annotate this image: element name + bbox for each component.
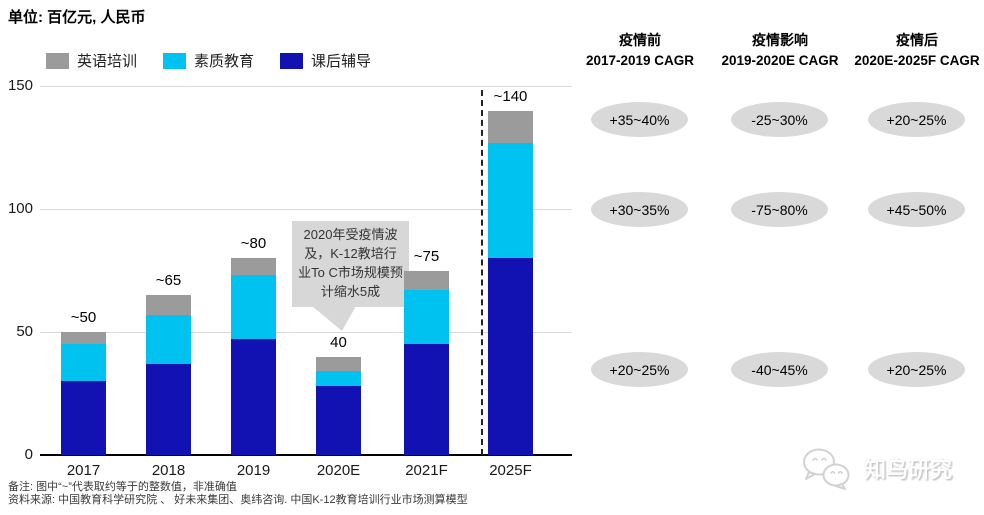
bar-2020E [316, 356, 361, 455]
bar-2017 [61, 332, 106, 455]
x-tick-label-2025F: 2025F [489, 462, 532, 479]
x-tick-label-2019: 2019 [236, 462, 271, 479]
x-tick-label-2021F: 2021F [405, 462, 448, 479]
forecast-separator-line [481, 90, 483, 455]
bar-segment-2025F-课后辅导 [488, 258, 533, 455]
cagr-value-r1-c1: -75~80% [731, 192, 828, 227]
page-title: 单位: 百亿元, 人民币 [8, 9, 146, 26]
cagr-column-subtitle: 2017-2019 CAGR [585, 53, 695, 68]
bar-segment-2021F-课后辅导 [404, 344, 449, 455]
legend-label: 素质教育 [194, 53, 255, 70]
x-tick-label-2018: 2018 [151, 462, 186, 479]
bar-2018 [146, 295, 191, 455]
bar-total-label-2019: ~80 [240, 235, 267, 253]
bar-segment-2019-素质教育 [231, 275, 276, 340]
bar-total-label-2025F: ~140 [493, 87, 528, 105]
x-axis-line [40, 454, 572, 456]
legend-swatch-icon [46, 52, 69, 69]
footnote-source: 资料来源: 中国教育科学研究院 、 好未来集团、奥纬咨询. 中国K-12教育培训… [8, 494, 468, 506]
cagr-column-subtitle: 2020E-2025F CAGR [854, 53, 980, 68]
bar-segment-2018-英语培训 [146, 295, 191, 315]
cagr-value-r2-c2: +20~25% [868, 352, 965, 387]
gridline-150 [40, 85, 572, 87]
cagr-value-r2-c1: -40~45% [731, 352, 828, 387]
bar-segment-2021F-素质教育 [404, 290, 449, 345]
legend-item-2: 课后辅导 [280, 50, 371, 71]
legend-label: 英语培训 [77, 53, 138, 70]
bar-total-label-2020E: 40 [330, 333, 347, 351]
cagr-value-r1-c2: +45~50% [868, 192, 965, 227]
watermark: 知鸟研究 [798, 446, 952, 490]
gridline-100 [40, 208, 572, 210]
y-tick-label-50: 50 [16, 323, 33, 340]
bar-segment-2019-英语培训 [231, 258, 276, 276]
cagr-column-subtitle: 2019-2020E CAGR [721, 53, 839, 68]
legend-item-1: 素质教育 [163, 50, 254, 71]
chat-bubbles-logo-icon [803, 448, 850, 490]
cagr-column-header-0: 疫情前 2017-2019 CAGR [560, 30, 720, 68]
cagr-value-r0-c2: +20~25% [868, 102, 965, 137]
cagr-column-header-2: 疫情后 2020E-2025F CAGR [837, 30, 984, 68]
chart-legend: 英语培训 素质教育 课后辅导 [46, 50, 371, 71]
bar-segment-2019-课后辅导 [231, 339, 276, 455]
footnotes: 备注: 图中“~”代表取约等于的整数值，非准确值 资料来源: 中国教育科学研究院… [8, 481, 468, 507]
bar-segment-2017-课后辅导 [61, 381, 106, 455]
callout-tail [312, 306, 356, 331]
bar-2025F [488, 110, 533, 455]
bar-segment-2018-素质教育 [146, 314, 191, 364]
legend-item-0: 英语培训 [46, 50, 137, 71]
legend-swatch-icon [280, 52, 304, 69]
bar-2021F [404, 270, 449, 456]
bar-segment-2025F-素质教育 [488, 142, 533, 259]
watermark-text: 知鸟研究 [864, 457, 953, 482]
cagr-column-header-1: 疫情影响 2019-2020E CAGR [700, 30, 860, 68]
bar-2019 [231, 258, 276, 455]
bar-segment-2020E-素质教育 [316, 371, 361, 387]
footnote-remark: 备注: 图中“~”代表取约等于的整数值，非准确值 [8, 481, 237, 493]
bar-total-label-2017: ~50 [70, 309, 97, 326]
cagr-value-r0-c1: -25~30% [731, 102, 828, 137]
cagr-column-title: 疫情后 [896, 32, 938, 48]
cagr-column-title: 疫情前 [619, 32, 661, 48]
callout-text: 2020年受疫情波及，K-12教培行业To C市场规模预计缩水5成 [298, 227, 403, 299]
bar-total-label-2018: ~65 [155, 272, 182, 290]
bar-segment-2021F-英语培训 [404, 270, 449, 291]
cagr-column-title: 疫情影响 [752, 32, 808, 48]
cagr-value-r2-c0: +20~25% [591, 352, 688, 387]
covid-impact-callout: 2020年受疫情波及，K-12教培行业To C市场规模预计缩水5成 [292, 221, 409, 307]
y-tick-label-0: 0 [24, 446, 33, 463]
bar-segment-2025F-英语培训 [488, 110, 533, 143]
bar-segment-2020E-英语培训 [316, 356, 361, 372]
bar-total-label-2021F: ~75 [413, 247, 440, 265]
x-tick-label-2020E: 2020E [316, 462, 361, 479]
legend-label: 课后辅导 [311, 53, 372, 70]
y-tick-label-100: 100 [7, 200, 33, 217]
x-tick-label-2017: 2017 [66, 462, 101, 479]
bar-segment-2017-素质教育 [61, 344, 106, 382]
bar-segment-2017-英语培训 [61, 332, 106, 345]
y-tick-label-150: 150 [7, 77, 33, 94]
legend-swatch-icon [163, 52, 187, 69]
cagr-value-r0-c0: +35~40% [591, 102, 688, 137]
gridline-50 [40, 331, 572, 333]
bar-segment-2018-课后辅导 [146, 363, 191, 455]
cagr-value-r1-c0: +30~35% [591, 192, 688, 227]
bar-segment-2020E-课后辅导 [316, 386, 361, 455]
